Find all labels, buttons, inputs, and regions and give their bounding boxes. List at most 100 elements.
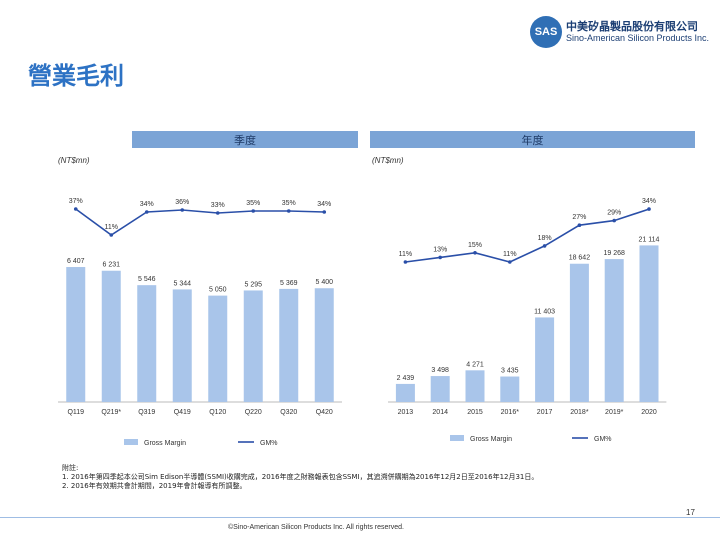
unit-label-quarterly: (NT$mn)	[58, 156, 90, 165]
q-gm-label-0: 37%	[69, 198, 83, 205]
q-bar-label-0: 6 407	[67, 258, 85, 265]
footer-divider	[0, 517, 720, 518]
a-tick-5: 2018*	[570, 409, 589, 416]
a-gm-point-4	[542, 244, 547, 248]
a-gm-label-5: 27%	[572, 214, 586, 221]
a-gm-label-3: 11%	[503, 251, 517, 258]
a-bar-label-4: 11 403	[534, 308, 555, 315]
q-bar-2	[137, 285, 157, 402]
q-bar-3	[172, 289, 192, 402]
q-bar-label-4: 5 050	[209, 287, 227, 294]
q-tick-3: Q419	[174, 409, 191, 416]
a-gm-point-2	[473, 251, 477, 255]
a-gm-label-6: 29%	[607, 210, 621, 217]
q-bar-label-6: 5 369	[280, 280, 298, 287]
a-bar-label-1: 3 498	[431, 367, 449, 374]
q-bar-1	[101, 270, 121, 402]
footnote-2: 2. 2016年有效期共會計期間，2019年會計報導有所調整。	[62, 482, 247, 490]
q-gm-label-2: 34%	[140, 201, 154, 208]
q-gm-label-3: 36%	[175, 199, 189, 206]
a-bar-4	[535, 317, 555, 402]
q-gm-point-7	[322, 210, 327, 214]
a-gm-label-4: 18%	[538, 235, 552, 242]
a-gm-label-7: 34%	[642, 198, 656, 205]
a-tick-1: 2014	[432, 409, 448, 416]
q-bar-4	[208, 295, 228, 402]
a-bar-1	[430, 376, 450, 402]
q-gm-label-7: 34%	[317, 201, 331, 208]
a-gm-point-1	[438, 255, 443, 260]
unit-label-annual: (NT$mn)	[372, 156, 404, 165]
a-tick-7: 2020	[641, 409, 657, 416]
q-tick-1: Q219*	[101, 409, 121, 416]
q-gm-line	[75, 208, 325, 236]
q-legend-bar-swatch	[124, 439, 138, 445]
q-tick-4: Q120	[209, 409, 226, 416]
q-tick-7: Q420	[316, 409, 333, 416]
q-bar-label-7: 5 400	[315, 279, 333, 286]
q-tick-5: Q220	[245, 409, 262, 416]
q-tick-0: Q119	[67, 409, 84, 416]
q-bar-label-3: 5 344	[173, 280, 191, 287]
q-bar-5	[243, 290, 263, 402]
a-legend-bar-text: Gross Margin	[470, 436, 512, 443]
company-name-cn: 中美矽晶製品股份有限公司	[566, 20, 698, 33]
a-gm-label-1: 13%	[433, 246, 447, 253]
q-gm-point-0	[73, 207, 78, 211]
a-bar-label-2: 4 271	[466, 361, 484, 368]
a-bar-label-3: 3 435	[501, 368, 519, 375]
page-title: 營業毛利	[28, 62, 124, 90]
q-bar-label-2: 5 546	[138, 276, 156, 283]
a-tick-0: 2013	[398, 409, 414, 416]
a-bar-6	[604, 259, 624, 402]
q-gm-label-4: 33%	[211, 202, 225, 209]
footnote-heading: 附註:	[62, 464, 79, 472]
a-bar-3	[500, 376, 520, 402]
a-tick-6: 2019*	[605, 409, 624, 416]
a-gm-label-2: 15%	[468, 242, 482, 249]
a-bar-2	[465, 370, 485, 402]
q-gm-point-2	[144, 210, 149, 214]
copyright-footer: ©Sino-American Silicon Products Inc. All…	[228, 524, 404, 531]
q-bar-7	[314, 288, 334, 402]
a-bar-5	[569, 263, 589, 402]
q-gm-label-1: 11%	[105, 224, 119, 231]
q-gm-point-6	[286, 209, 291, 213]
q-legend-bar-text: Gross Margin	[144, 440, 186, 447]
a-bar-label-6: 19 268	[603, 250, 625, 257]
q-gm-label-6: 35%	[282, 200, 296, 207]
annual-header: 年度	[370, 131, 695, 148]
page-number: 17	[686, 508, 695, 517]
q-bar-6	[279, 288, 299, 402]
a-bar-7	[639, 245, 659, 402]
a-gm-point-0	[403, 260, 408, 264]
a-tick-4: 2017	[537, 409, 553, 416]
footnote-1: 1. 2016年第四季起本公司Sim Edison半導體(SSMI)收購完成，2…	[62, 473, 539, 481]
a-tick-3: 2016*	[501, 409, 520, 416]
quarterly-header: 季度	[132, 131, 358, 148]
a-gm-point-6	[612, 218, 616, 223]
a-gm-point-3	[508, 260, 512, 264]
q-bar-label-5: 5 295	[244, 281, 262, 288]
q-tick-2: Q319	[138, 409, 155, 416]
q-gm-point-3	[180, 208, 185, 212]
a-tick-2: 2015	[467, 409, 483, 416]
q-bar-0	[66, 267, 86, 402]
q-tick-6: Q320	[280, 409, 297, 416]
a-gm-point-7	[647, 207, 651, 211]
q-bar-label-1: 6 231	[102, 262, 120, 269]
company-logo: SAS	[530, 16, 562, 48]
a-bar-label-0: 2 439	[397, 375, 415, 382]
a-bar-0	[395, 383, 415, 402]
q-gm-point-5	[251, 209, 256, 213]
q-gm-label-5: 35%	[246, 200, 260, 207]
q-gm-point-1	[109, 233, 114, 237]
a-bar-label-7: 21 114	[639, 236, 660, 243]
q-legend-line-text: GM%	[260, 440, 278, 447]
a-gm-point-5	[577, 223, 582, 227]
footnotes: 附註: 1. 2016年第四季起本公司Sim Edison半導體(SSMI)收購…	[62, 464, 538, 491]
a-bar-label-5: 18 642	[569, 255, 591, 262]
a-legend-line-text: GM%	[594, 436, 612, 443]
q-gm-point-4	[215, 211, 220, 215]
